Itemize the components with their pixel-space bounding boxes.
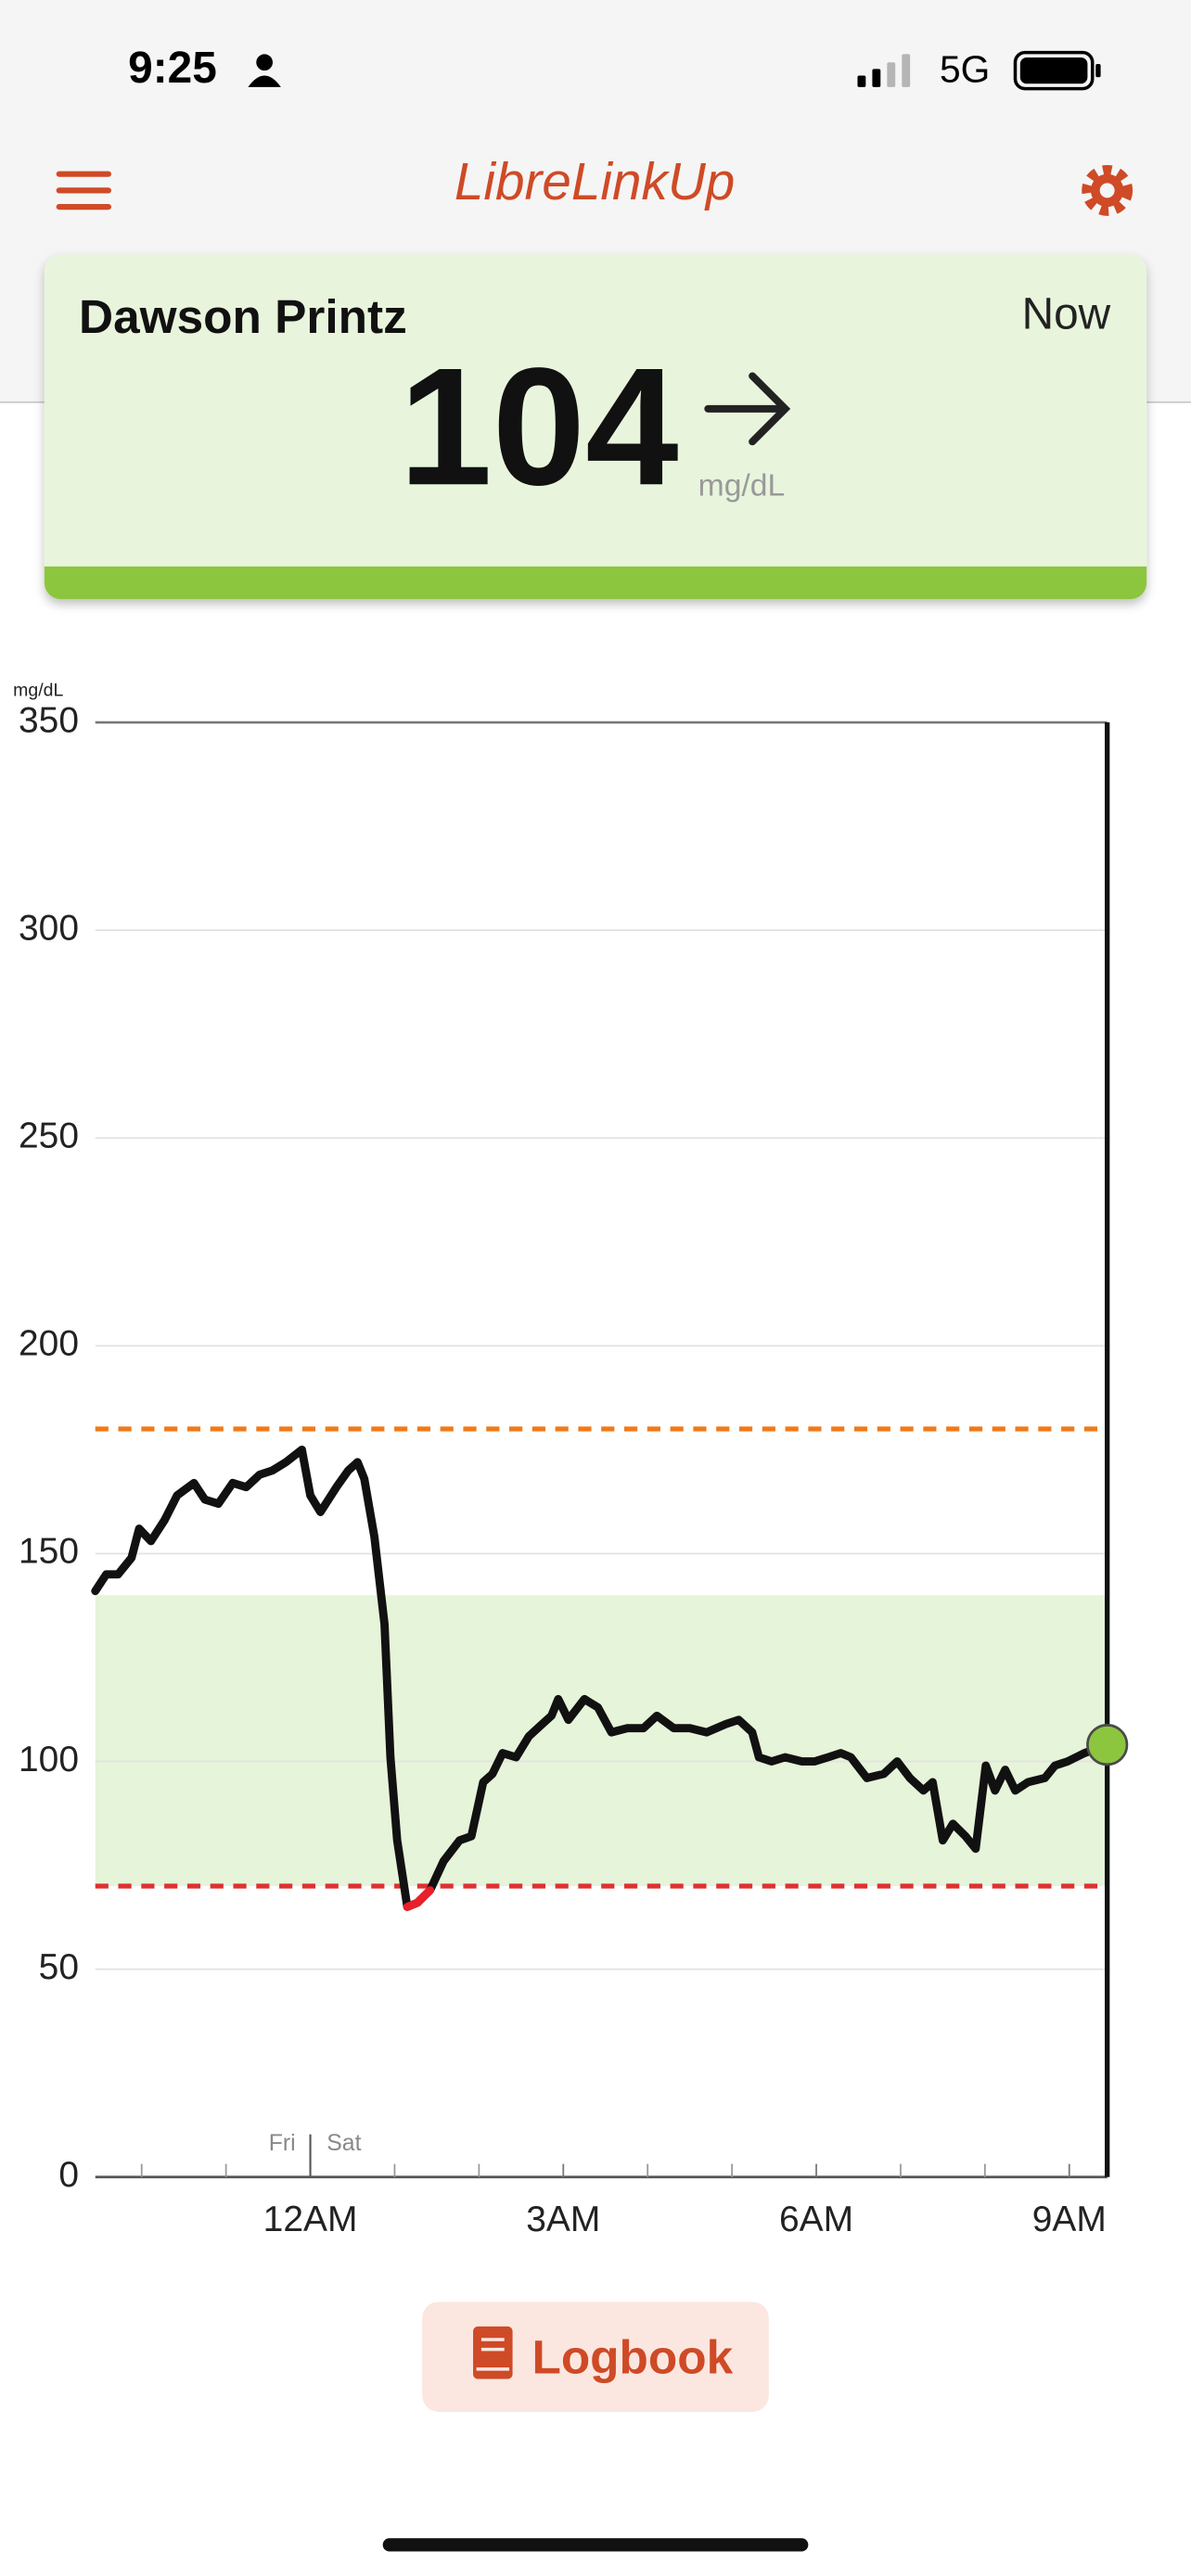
x-tick-label: 9AM xyxy=(1032,2200,1107,2239)
menu-button[interactable] xyxy=(56,171,111,210)
card-status-bar xyxy=(44,566,1147,600)
low-segment xyxy=(403,1886,435,1911)
y-tick-label: 250 xyxy=(19,1116,79,1156)
y-axis-label: mg/dL xyxy=(13,681,63,701)
glucose-line xyxy=(91,1445,1112,1911)
glucose-unit: mg/dL xyxy=(698,469,785,504)
y-tick-label: 150 xyxy=(19,1532,79,1572)
target-range xyxy=(95,1595,1108,1887)
settings-button[interactable] xyxy=(1082,164,1133,216)
home-indicator xyxy=(382,2538,809,2552)
button-label: Logbook xyxy=(531,2331,733,2384)
person-icon xyxy=(248,54,281,87)
glucose-value: 104 xyxy=(399,333,678,520)
day-label: Fri xyxy=(269,2131,296,2156)
y-tick-label: 0 xyxy=(58,2155,79,2195)
glucose-chart: mg/dL 0 50 100 150 200 250 300 350 12AM 3AM 6AM 9AM… xyxy=(13,681,1129,2239)
network-label: 5G xyxy=(940,48,990,91)
y-tick-label: 350 xyxy=(19,700,79,740)
book-icon xyxy=(473,2326,513,2379)
signal-icon xyxy=(857,54,911,87)
battery-icon xyxy=(1013,50,1101,91)
glucose-card[interactable]: Dawson Printz Now 104 mg/dL xyxy=(44,254,1147,600)
x-tick-label: 12AM xyxy=(263,2200,358,2239)
x-tick-label: 3AM xyxy=(526,2200,600,2239)
reading-time: Now xyxy=(1022,289,1111,338)
y-tick-label: 100 xyxy=(19,1740,79,1779)
app-title: LibreLinkUp xyxy=(455,153,735,211)
card-bg xyxy=(44,254,1147,600)
trend-arrow xyxy=(704,372,791,446)
y-tick-label: 300 xyxy=(19,908,79,948)
status-time: 9:25 xyxy=(128,44,217,93)
current-reading-dot xyxy=(1086,1724,1129,1766)
logbook-button[interactable]: Logbook xyxy=(422,2302,769,2412)
y-tick-label: 50 xyxy=(39,1947,79,1987)
x-tick-label: 6AM xyxy=(779,2200,853,2239)
day-label: Sat xyxy=(327,2131,361,2156)
y-tick-label: 200 xyxy=(19,1324,79,1364)
patient-name: Dawson Printz xyxy=(79,290,407,343)
